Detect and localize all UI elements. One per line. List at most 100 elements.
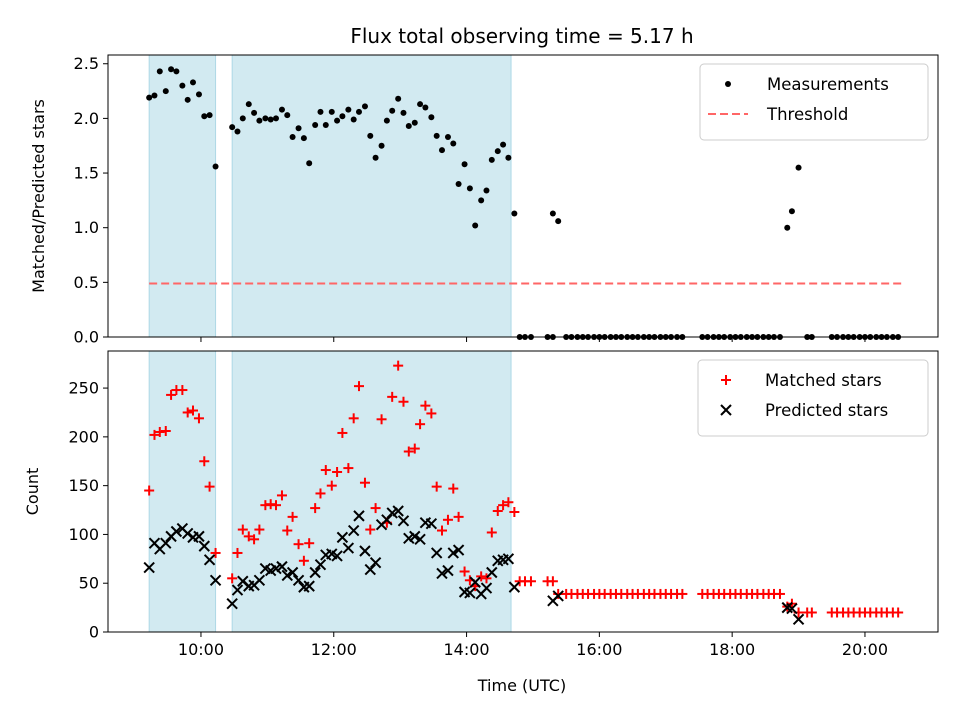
measurement-point <box>339 113 346 120</box>
matched-star-point <box>459 566 470 577</box>
x-stroke-b <box>143 561 155 574</box>
predicted-star-point <box>464 587 476 599</box>
matched-star-point <box>436 525 447 536</box>
measurement-point <box>206 112 213 119</box>
measurement-point <box>505 154 512 161</box>
predicted-star-point <box>193 530 205 543</box>
measurement-point <box>300 135 307 142</box>
matched-star-point <box>476 571 487 582</box>
matched-star-point <box>547 576 558 587</box>
y-tick-label: 0.5 <box>74 273 99 292</box>
x-stroke-b <box>314 558 327 571</box>
measurement-point <box>262 115 269 122</box>
measurement-point <box>472 222 479 229</box>
measurement-point <box>355 108 362 115</box>
measurement-point <box>245 101 252 108</box>
top-panel-y-axis: 0.0 0.5 1.0 1.5 2.0 2.5 <box>74 54 108 347</box>
measurement-point <box>433 132 440 139</box>
x-stroke-b <box>286 566 299 579</box>
x-stroke-b <box>381 514 393 526</box>
matched-star-point <box>310 503 321 514</box>
x-stroke-b <box>292 574 305 586</box>
predicted-star-point <box>170 525 183 538</box>
matched-star-point <box>677 588 688 599</box>
predicted-star-point <box>392 505 404 517</box>
matched-star-point <box>353 381 364 392</box>
matched-star-point <box>149 429 160 440</box>
x-stroke-b <box>786 602 798 615</box>
predicted-star-point <box>281 569 293 582</box>
matched-star-point <box>282 525 293 536</box>
measurement-point <box>229 124 236 131</box>
x-stroke-b <box>170 525 183 538</box>
matched-star-point <box>503 497 514 508</box>
x-stroke-b <box>331 550 343 562</box>
y-tick-label: 1.5 <box>74 164 99 183</box>
matched-star-point <box>227 573 238 584</box>
measurement-point <box>555 218 562 225</box>
predicted-star-point <box>160 537 172 549</box>
measurement-point <box>162 88 169 95</box>
measurement-point <box>455 180 462 187</box>
x-stroke-b <box>226 597 238 610</box>
predicted-star-point <box>442 564 454 577</box>
measurement-point <box>195 91 202 98</box>
x-stroke-b <box>326 548 338 560</box>
matched-star-point <box>332 466 343 477</box>
measurement-point <box>405 123 412 130</box>
x-stroke-b <box>414 533 426 546</box>
measurement-point <box>494 148 501 155</box>
measurement-point <box>500 141 507 148</box>
x-stroke-b <box>193 530 205 543</box>
x-stroke-b <box>480 582 493 594</box>
x-stroke-b <box>442 564 454 577</box>
matched-star-point <box>287 511 298 522</box>
measurement-point <box>234 128 241 135</box>
matched-star-point <box>453 511 464 522</box>
predicted-star-point <box>198 540 210 552</box>
measurement-point <box>725 81 731 87</box>
measurement-point <box>306 160 313 167</box>
measurement-point <box>361 103 368 110</box>
x-stroke-b <box>160 537 172 549</box>
predicted-star-point <box>209 574 222 586</box>
predicted-star-point <box>480 582 493 594</box>
legend-entry-label: Threshold <box>766 105 848 124</box>
bottom-panel-counts: 0 50 100 150 200 250 10:00 12:00 14:00 16:00 18:0… <box>23 350 939 659</box>
predicted-star-point <box>314 558 327 571</box>
predicted-star-point <box>359 545 371 557</box>
matched-star-point <box>420 400 431 411</box>
matched-star-point <box>199 456 210 467</box>
predicted-star-point <box>469 576 481 588</box>
matched-star-point <box>448 483 459 494</box>
measurement-point <box>251 109 258 116</box>
matched-star-point <box>320 465 331 476</box>
measurement-point <box>317 108 324 115</box>
matched-star-point <box>232 547 243 558</box>
predicted-star-point <box>452 544 465 556</box>
x-stroke-b <box>253 574 266 586</box>
matched-star-point <box>492 506 503 517</box>
legend-entry-label: Measurements <box>767 75 889 94</box>
matched-star-point <box>298 555 309 566</box>
matched-star-point <box>426 408 437 419</box>
measurement-point <box>450 140 457 147</box>
measurement-point <box>156 68 163 75</box>
y-tick-label: 250 <box>68 379 99 398</box>
predicted-star-point <box>786 602 798 615</box>
predicted-star-point <box>364 563 376 576</box>
predicted-star-point <box>720 404 732 416</box>
matched-star-point <box>326 480 337 491</box>
observing-window-1 <box>148 54 217 338</box>
x-stroke-b <box>469 576 481 588</box>
x-stroke-b <box>342 542 355 554</box>
measurement-point <box>511 210 518 217</box>
predicted-star-point <box>347 524 360 537</box>
measurement-point <box>395 95 402 102</box>
x-stroke-b <box>397 515 410 527</box>
x-tick-label: 16:00 <box>576 640 622 659</box>
observing-window-2 <box>231 54 512 338</box>
matched-star-point <box>398 396 409 407</box>
x-stroke-b <box>409 530 421 543</box>
